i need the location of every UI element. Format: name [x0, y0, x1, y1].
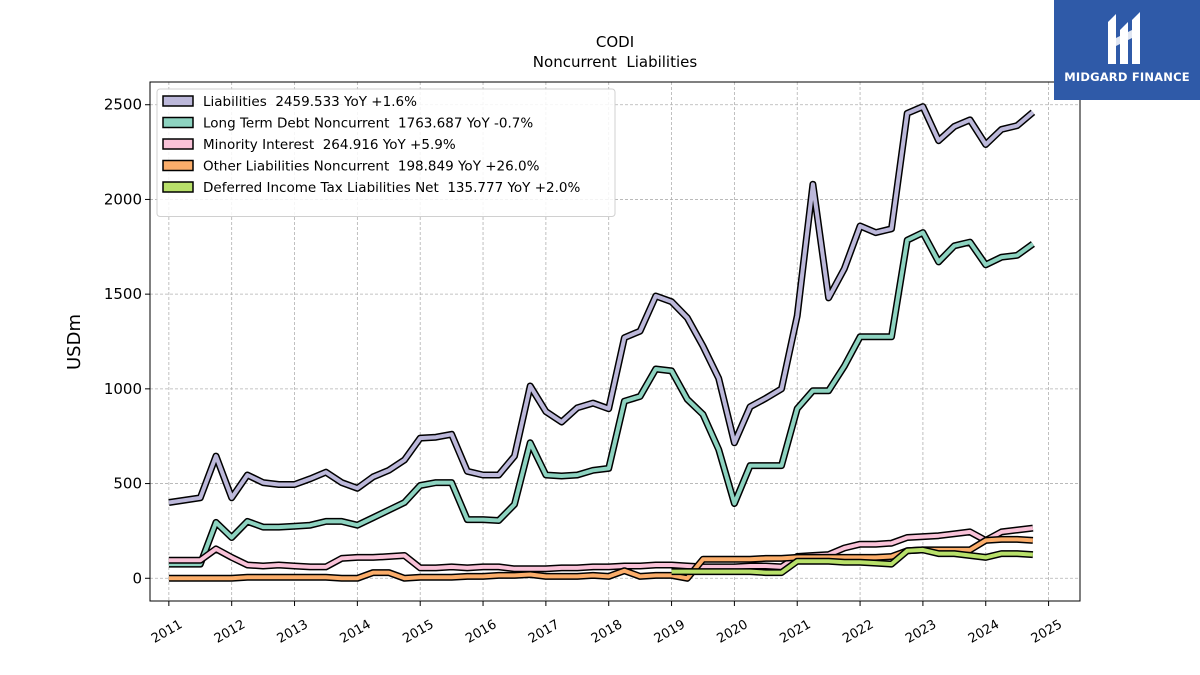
y-tick-label: 2000 [104, 190, 142, 208]
x-tick-label: 2016 [463, 617, 499, 647]
x-tick-label: 2021 [777, 617, 813, 647]
legend-box [156, 88, 616, 217]
legend-swatch [162, 116, 194, 129]
x-tick-label: 2022 [840, 617, 876, 647]
legend-item: Deferred Income Tax Liabilities Net 135.… [162, 180, 580, 196]
brand-logo: MIDGARD FINANCE [1054, 0, 1200, 100]
series-path [168, 526, 1034, 571]
x-tick-label: 2011 [149, 617, 185, 647]
series-line [168, 103, 1036, 506]
y-tick-label: 0 [132, 569, 142, 587]
plot-frame [149, 81, 1081, 602]
y-tick-label: 1500 [104, 285, 142, 303]
legend-label: Minority Interest 264.916 YoY +5.9% [203, 137, 456, 153]
series-line [168, 535, 1034, 582]
legend-item: Other Liabilities Noncurrent 198.849 YoY… [162, 159, 540, 175]
series-line [671, 546, 1034, 577]
midgard-logo-icon [1108, 12, 1140, 64]
y-tick-label: 500 [113, 475, 142, 493]
y-tick-label: 1000 [104, 380, 142, 398]
x-tick-label: 2019 [652, 617, 688, 647]
x-tick-label: 2014 [338, 617, 374, 647]
y-tick-label: 2500 [104, 96, 142, 114]
legend-item: Liabilities 2459.533 YoY +1.6% [162, 94, 417, 110]
x-tick-label: 2013 [275, 617, 311, 647]
legend-swatch [162, 138, 194, 150]
series-outline [168, 229, 1035, 568]
x-tick-label: 2024 [966, 617, 1002, 647]
series-line [168, 524, 1034, 573]
x-tick-label: 2017 [526, 617, 562, 647]
legend-label: Liabilities 2459.533 YoY +1.6% [203, 94, 417, 110]
y-axis-label: USDm [64, 314, 85, 370]
brand-name: MIDGARD FINANCE [1064, 70, 1190, 84]
legend-swatch [162, 95, 194, 107]
series-outline [168, 535, 1034, 582]
x-tick-label: 2015 [400, 617, 436, 647]
x-tick-label: 2012 [212, 617, 248, 647]
legend-label: Other Liabilities Noncurrent 198.849 YoY… [203, 159, 540, 175]
series-path [671, 547, 1034, 575]
x-tick-label: 2023 [903, 617, 939, 647]
legend: Liabilities 2459.533 YoY +1.6% Long Term … [156, 88, 616, 217]
legend-item: Long Term Debt Noncurrent 1763.687 YoY -… [162, 116, 533, 132]
legend-swatch [162, 159, 194, 172]
chart-subtitle: Noncurrent Liabilities [533, 53, 698, 71]
legend-swatch [162, 181, 194, 193]
series-line [168, 229, 1035, 568]
x-tick-label: 2018 [589, 617, 625, 647]
legend-label: Deferred Income Tax Liabilities Net 135.… [203, 180, 580, 196]
chart-title: CODI [596, 33, 634, 51]
series-outline [168, 524, 1034, 573]
legend-label: Long Term Debt Noncurrent 1763.687 YoY -… [203, 116, 533, 132]
x-tick-label: 2025 [1029, 617, 1065, 647]
x-tick-label: 2020 [715, 617, 751, 647]
legend-item: Minority Interest 264.916 YoY +5.9% [162, 137, 456, 153]
series-lines [168, 103, 1036, 582]
